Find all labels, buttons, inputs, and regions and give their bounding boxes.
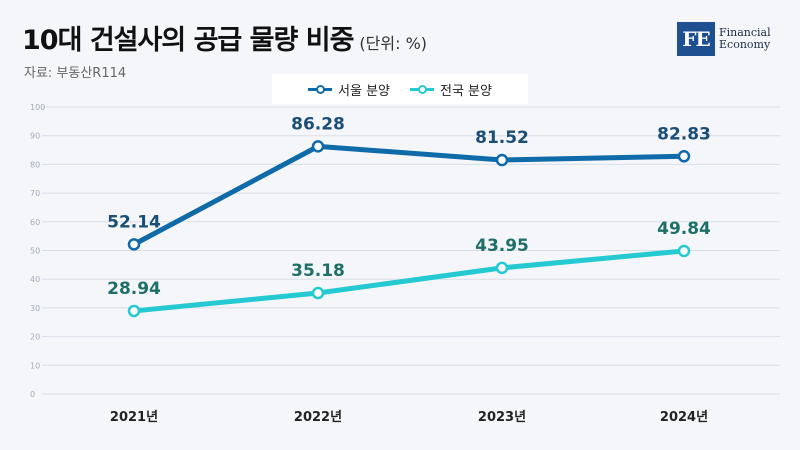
data-point-seoul xyxy=(127,238,141,251)
legend-label-national: 전국 분양 xyxy=(440,83,492,99)
data-label-seoul: 52.14 xyxy=(107,212,161,232)
data-point-national xyxy=(677,244,691,258)
data-label-seoul: 81.52 xyxy=(475,128,529,148)
series-line-seoul xyxy=(131,143,687,247)
y-tick-label: 50 xyxy=(30,247,40,256)
data-point-national xyxy=(311,286,325,300)
data-label-seoul: 86.28 xyxy=(291,114,345,134)
y-tick-label: 100 xyxy=(30,103,45,112)
y-tick-label: 10 xyxy=(30,361,40,370)
x-tick-label: 2023년 xyxy=(478,410,526,425)
data-point-national xyxy=(127,304,141,318)
logo-line-1: Financial xyxy=(719,26,771,39)
title-text: 10대 건설사의 공급 물량 비중 xyxy=(22,25,354,56)
y-tick-label: 90 xyxy=(30,132,40,141)
x-tick-label: 2022년 xyxy=(294,410,342,425)
data-point-seoul xyxy=(495,153,509,167)
data-point-seoul xyxy=(311,140,325,153)
data-label-national: 49.84 xyxy=(657,219,711,239)
y-tick-label: 0 xyxy=(30,390,35,399)
source-label: 자료: 부동산R114 xyxy=(24,66,127,81)
data-point-national xyxy=(495,261,509,275)
data-label-seoul: 82.83 xyxy=(657,124,711,144)
y-tick-label: 70 xyxy=(30,189,40,198)
series-line-national xyxy=(131,248,687,314)
legend-swatch-national xyxy=(410,84,434,94)
legend-item-seoul: 서울 분양 xyxy=(308,80,390,99)
legend-swatch-seoul xyxy=(308,84,333,94)
logo-mark: FE xyxy=(677,22,715,56)
data-label-national: 35.18 xyxy=(291,261,345,281)
legend-label-seoul: 서울 분양 xyxy=(338,83,390,99)
x-tick-label: 2021년 xyxy=(110,410,158,425)
logo-line-2: Economy xyxy=(719,38,771,51)
financial-economy-logo: FE Financial Economy xyxy=(677,22,771,56)
y-tick-label: 80 xyxy=(30,160,40,169)
legend: 서울 분양 전국 분양 xyxy=(272,74,528,104)
data-point-seoul xyxy=(677,150,691,163)
chart-title: 10대 건설사의 공급 물량 비중 (단위: %) xyxy=(22,18,427,57)
data-label-national: 43.95 xyxy=(475,236,529,256)
y-tick-label: 30 xyxy=(30,304,40,313)
y-tick-label: 40 xyxy=(30,275,40,284)
legend-item-national: 전국 분양 xyxy=(410,80,492,99)
y-tick-label: 60 xyxy=(30,218,40,227)
logo-wordmark: Financial Economy xyxy=(719,27,771,51)
data-label-national: 28.94 xyxy=(107,279,161,299)
unit-label: (단위: %) xyxy=(359,34,428,53)
y-tick-label: 20 xyxy=(30,333,40,342)
x-tick-label: 2024년 xyxy=(660,410,708,425)
